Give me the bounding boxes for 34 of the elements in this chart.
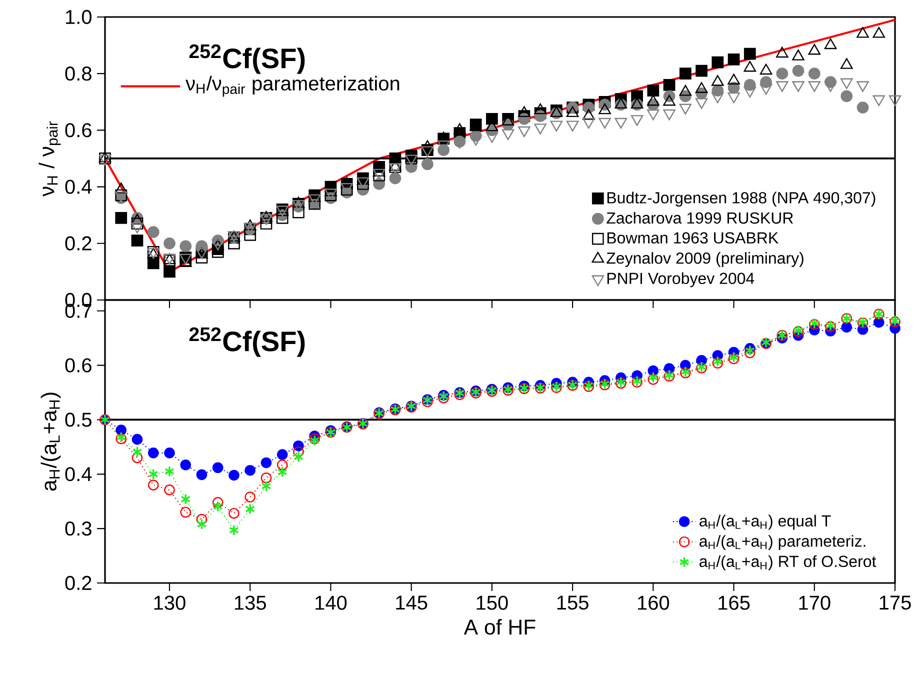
y-tick-label: 0.4 [65,467,92,482]
legend-label: a$_{H}$/(a$_{L}$+a$_{H}$) RT of O.Serot [700,555,876,570]
legend-label: a$_{H}$/(a$_{L}$+a$_{H}$) parameteriz. [700,535,866,550]
legend-label: Zacharova 1999 RUSKUR [606,212,793,224]
x-axis-title: A of HF [464,619,536,635]
x-tick-label: 155 [557,596,588,610]
x-tick-label: 130 [154,596,186,610]
x-tick-label: 150 [476,596,508,610]
legend-label: Zeynalov 2009 (preliminary) [606,252,804,267]
x-tick-label: 135 [234,596,266,610]
y-tick-label: 0.2 [65,576,92,590]
annotation: $^{252}$Cf(SF) [189,327,305,357]
x-tick-label: 145 [396,596,428,610]
y-tick-label: 0.3 [65,521,92,536]
y-tick-label: 0.2 [65,236,92,250]
y-tick-label: 1.0 [66,10,92,24]
x-tick-label: 140 [316,596,347,610]
y-tick-label: 0.6 [65,358,92,372]
x-tick-label: 170 [799,596,830,610]
legend-label: PNPI Vorobyev 2004 [607,272,754,288]
y-tick-label: 0.6 [65,123,92,138]
annotation: $^{252}$Cf(SF) [189,44,305,74]
legend-label: a$_{H}$/(a$_{L}$+a$_{H}$) equal T [700,514,831,530]
y-tick-label: 0.4 [65,180,92,194]
x-tick-label: 175 [880,596,911,610]
x-tick-label: 160 [638,596,670,610]
y-axis-title: a$_{H}$/(a$_{L}$+a$_{H}$) [40,392,61,491]
y-axis-title: ν$_{H}$ / ν$_{pair}$ [38,121,61,197]
legend-label: ν$_{H}$/ν$_{pair}$ parameterization [186,76,400,97]
y-tick-label: 0.5 [65,412,92,427]
y-tick-label: 0.8 [65,66,92,81]
legend-label: Bowman 1963 USABRK [607,232,778,244]
x-tick-label: 165 [718,596,750,610]
legend-label: Budtz-Jorgensen 1988 (NPA 490,307) [607,192,876,207]
